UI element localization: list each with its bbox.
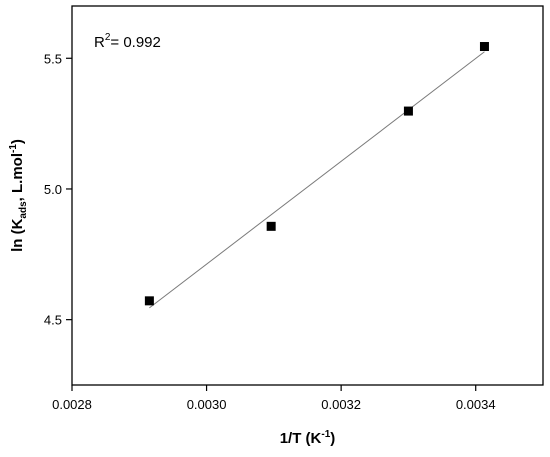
- y-tick-label: 4.5: [44, 313, 62, 328]
- y-tick-label: 5.0: [44, 182, 62, 197]
- x-tick-label: 0.0032: [321, 397, 361, 412]
- plot-frame: [71, 5, 544, 386]
- data-point: [266, 221, 276, 231]
- x-tick-label: 0.0028: [52, 397, 92, 412]
- data-points: [144, 42, 489, 306]
- data-point: [403, 106, 413, 116]
- x-axis-title: 1/T (K-1): [280, 429, 336, 447]
- data-point: [479, 42, 489, 52]
- data-point: [144, 296, 154, 306]
- y-axis-ticks: 4.5 5.0 5.5: [44, 51, 72, 328]
- x-tick-label: 0.0034: [456, 397, 496, 412]
- y-tick-label: 5.5: [44, 51, 62, 66]
- x-tick-label: 0.0030: [187, 397, 227, 412]
- x-axis-ticks: 0.0028 0.0030 0.0032 0.0034: [52, 385, 496, 412]
- fit-line: [149, 51, 485, 309]
- r-squared-annotation: R2= 0.992: [94, 32, 161, 51]
- y-axis-title: ln (Kads, L.mol-1): [8, 139, 29, 252]
